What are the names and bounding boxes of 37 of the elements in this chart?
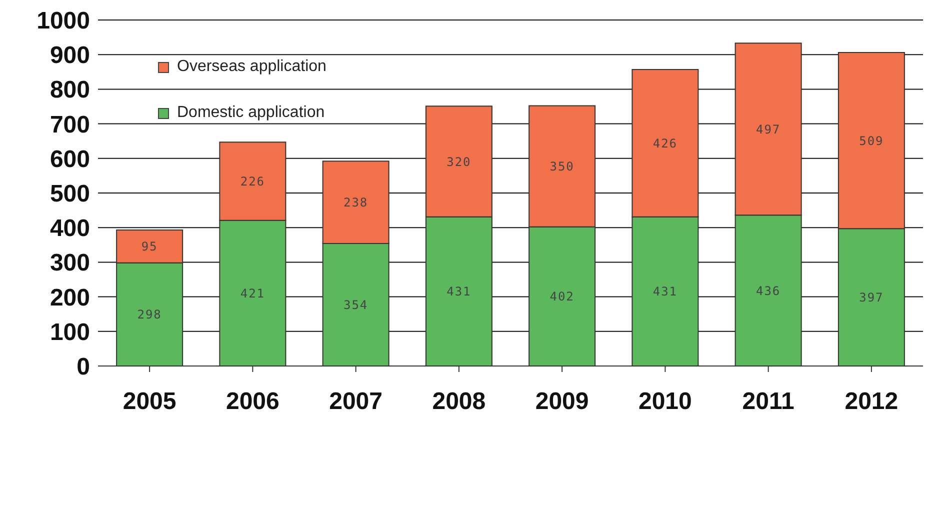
x-tick-label: 2006 bbox=[226, 388, 280, 416]
y-tick-label: 800 bbox=[50, 76, 90, 104]
y-tick-label: 300 bbox=[50, 250, 90, 277]
x-tick-label: 2011 bbox=[742, 388, 794, 416]
x-tick-label: 2009 bbox=[535, 388, 589, 416]
legend-label: Overseas application bbox=[177, 58, 326, 76]
x-tick-label: 2005 bbox=[122, 388, 176, 416]
data-label: 238 bbox=[343, 196, 368, 210]
y-tick-label: 500 bbox=[50, 180, 90, 208]
y-tick-label: 200 bbox=[50, 284, 90, 312]
data-label: 320 bbox=[446, 154, 472, 169]
y-tick-label: 600 bbox=[50, 146, 90, 173]
data-label: 397 bbox=[859, 290, 884, 305]
data-label: 431 bbox=[446, 284, 472, 299]
data-label: 431 bbox=[652, 284, 678, 299]
data-label: 421 bbox=[240, 286, 266, 300]
y-tick-label: 0 bbox=[76, 354, 90, 381]
x-tick-label: 2012 bbox=[844, 388, 898, 416]
x-tick-label: 2010 bbox=[638, 388, 692, 416]
data-label: 350 bbox=[550, 160, 574, 174]
y-tick-label: 900 bbox=[50, 42, 90, 70]
y-tick-label: 700 bbox=[50, 111, 90, 138]
x-tick-label: 2007 bbox=[329, 388, 383, 416]
data-label: 402 bbox=[550, 290, 574, 304]
legend-label: Domestic application bbox=[177, 104, 325, 122]
y-tick-label: 100 bbox=[50, 318, 90, 346]
data-label: 95 bbox=[141, 240, 158, 254]
data-label: 509 bbox=[859, 134, 884, 148]
data-label: 497 bbox=[756, 122, 781, 136]
data-label: 226 bbox=[240, 174, 266, 188]
data-label: 426 bbox=[652, 136, 678, 150]
x-tick-label: 2008 bbox=[432, 388, 486, 416]
data-label: 354 bbox=[343, 298, 368, 312]
y-tick-label: 1000 bbox=[36, 8, 90, 35]
data-label: 298 bbox=[137, 308, 162, 322]
y-tick-label: 400 bbox=[50, 215, 90, 242]
data-label: 436 bbox=[756, 284, 781, 298]
